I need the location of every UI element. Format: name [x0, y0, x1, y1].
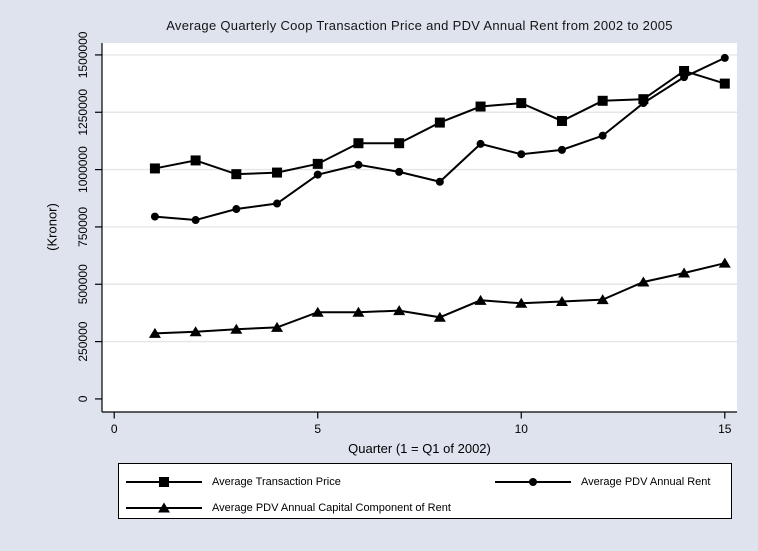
chart-title: Average Quarterly Coop Transaction Price…	[166, 18, 673, 33]
legend-marker-circle-icon	[495, 478, 571, 486]
legend-entry-capital-component: Average PDV Annual Capital Component of …	[126, 501, 451, 515]
svg-text:250000: 250000	[76, 321, 90, 361]
y-axis-title: (Kronor)	[44, 203, 60, 251]
svg-text:0: 0	[111, 422, 118, 436]
svg-text:5: 5	[314, 422, 321, 436]
svg-text:500000: 500000	[76, 264, 90, 304]
legend-label-transaction-price: Average Transaction Price	[212, 476, 341, 488]
x-axis-title: Quarter (1 = Q1 of 2002)	[348, 441, 491, 456]
svg-text:750000: 750000	[76, 207, 90, 247]
legend-label-capital-component: Average PDV Annual Capital Component of …	[212, 502, 451, 514]
svg-text:10: 10	[515, 422, 529, 436]
svg-text:0: 0	[76, 395, 90, 402]
legend-box: Average Transaction Price Average PDV An…	[118, 463, 732, 519]
svg-text:1250000: 1250000	[76, 89, 90, 136]
legend-marker-triangle-icon	[126, 502, 202, 513]
legend-entry-pdv-annual-rent: Average PDV Annual Rent	[495, 475, 710, 489]
legend-marker-square-icon	[126, 477, 202, 487]
svg-text:1500000: 1500000	[76, 31, 90, 78]
legend-label-pdv-annual-rent: Average PDV Annual Rent	[581, 476, 711, 488]
svg-text:15: 15	[718, 422, 732, 436]
legend-entry-transaction-price: Average Transaction Price	[126, 475, 341, 489]
svg-text:1000000: 1000000	[76, 146, 90, 193]
